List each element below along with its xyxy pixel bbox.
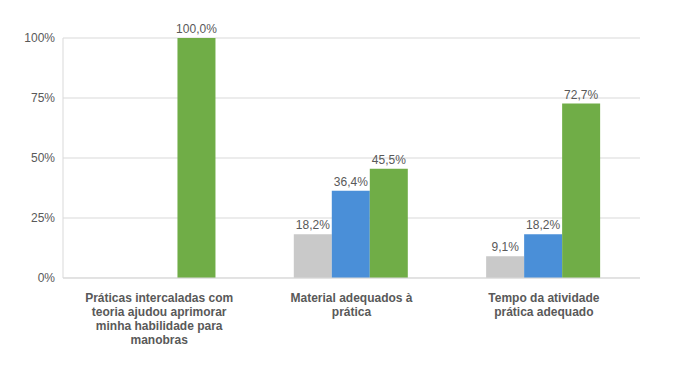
svg-text:50%: 50% <box>31 151 55 165</box>
svg-text:Práticas intercaladas comteori: Práticas intercaladas comteoria ajudou a… <box>85 291 233 347</box>
svg-text:100%: 100% <box>24 31 55 45</box>
svg-text:Tempo da atividadeprática adeq: Tempo da atividadeprática adequado <box>488 291 599 319</box>
svg-text:0%: 0% <box>38 271 56 285</box>
svg-text:9,1%: 9,1% <box>491 240 519 254</box>
svg-text:36,4%: 36,4% <box>334 175 368 189</box>
svg-text:45,5%: 45,5% <box>372 153 406 167</box>
svg-text:100,0%: 100,0% <box>176 22 217 36</box>
svg-text:18,2%: 18,2% <box>526 218 560 232</box>
svg-text:Material adequados àprática: Material adequados àprática <box>290 291 412 319</box>
svg-text:72,7%: 72,7% <box>564 88 598 102</box>
svg-text:75%: 75% <box>31 91 55 105</box>
svg-text:18,2%: 18,2% <box>296 218 330 232</box>
svg-text:25%: 25% <box>31 211 55 225</box>
